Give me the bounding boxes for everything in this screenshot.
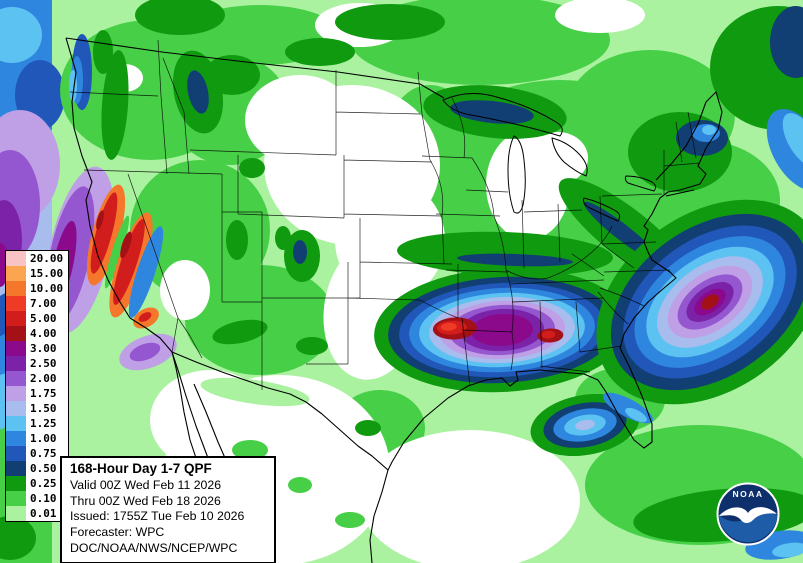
- legend-color-swatch: [6, 476, 26, 491]
- legend-color-swatch: [6, 356, 26, 371]
- legend-value-label: 3.00: [26, 341, 68, 356]
- valid-time: Valid 00Z Wed Feb 11 2026: [70, 478, 222, 492]
- legend-value-label: 15.00: [26, 266, 68, 281]
- legend-color-swatch: [6, 326, 26, 341]
- legend-value-label: 7.00: [26, 296, 68, 311]
- legend-entry: 0.75: [6, 446, 68, 461]
- legend-entry: 20.00: [6, 251, 68, 266]
- legend-color-swatch: [6, 461, 26, 476]
- thru-time: Thru 00Z Wed Feb 18 2026: [70, 493, 221, 508]
- legend-value-label: 0.10: [26, 491, 68, 506]
- legend-color-swatch: [6, 506, 26, 521]
- legend-entry: 1.50: [6, 401, 68, 416]
- legend-color-swatch: [6, 296, 26, 311]
- legend-entry: 1.00: [6, 431, 68, 446]
- noaa-logo-text: NOAA: [732, 489, 763, 499]
- noaa-seagull-icon: [719, 507, 777, 523]
- agency-credit: DOC/NOAA/NWS/NCEP/WPC: [70, 540, 238, 555]
- noaa-logo-sea: [719, 511, 777, 543]
- legend-color-swatch: [6, 371, 26, 386]
- legend-value-label: 0.50: [26, 461, 68, 476]
- legend-entry: 2.50: [6, 356, 68, 371]
- legend-value-label: 5.00: [26, 311, 68, 326]
- legend-value-label: 0.75: [26, 446, 68, 461]
- legend-entry: 7.00: [6, 296, 68, 311]
- qpf-legend: 20.00 15.00 10.00 7.00 5.00 4.00 3.00 2.50 2.00 1…: [5, 250, 69, 522]
- legend-entry: 1.25: [6, 416, 68, 431]
- product-info-box: 168-Hour Day 1-7 QPF Valid 00Z Wed Feb 1…: [60, 456, 276, 563]
- legend-value-label: 1.75: [26, 386, 68, 401]
- legend-color-swatch: [6, 341, 26, 356]
- legend-entry: 0.25: [6, 476, 68, 491]
- legend-value-label: 2.50: [26, 356, 68, 371]
- legend-value-label: 1.25: [26, 416, 68, 431]
- legend-entry: 0.50: [6, 461, 68, 476]
- legend-entry: 15.00: [6, 266, 68, 281]
- legend-color-swatch: [6, 311, 26, 326]
- legend-value-label: 1.50: [26, 401, 68, 416]
- legend-entry: 0.01: [6, 506, 68, 521]
- legend-color-swatch: [6, 386, 26, 401]
- legend-color-swatch: [6, 281, 26, 296]
- legend-entry: 1.75: [6, 386, 68, 401]
- legend-entry: 5.00: [6, 311, 68, 326]
- legend-entry: 4.00: [6, 326, 68, 341]
- legend-color-swatch: [6, 266, 26, 281]
- legend-color-swatch: [6, 491, 26, 506]
- legend-color-swatch: [6, 401, 26, 416]
- legend-value-label: 1.00: [26, 431, 68, 446]
- legend-value-label: 4.00: [26, 326, 68, 341]
- legend-value-label: 0.25: [26, 476, 68, 491]
- issued-time: Issued: 1755Z Tue Feb 10 2026: [70, 509, 245, 524]
- legend-entry: 2.00: [6, 371, 68, 386]
- legend-color-swatch: [6, 416, 26, 431]
- noaa-logo: NOAA: [716, 482, 780, 546]
- product-title: 168-Hour Day 1-7 QPF: [70, 461, 212, 476]
- legend-value-label: 2.00: [26, 371, 68, 386]
- legend-entry: 3.00: [6, 341, 68, 356]
- legend-value-label: 20.00: [26, 251, 68, 266]
- forecaster: Forecaster: WPC: [70, 525, 165, 540]
- legend-value-label: 0.01: [26, 506, 68, 521]
- legend-entry: 10.00: [6, 281, 68, 296]
- great-lakes: [442, 93, 657, 222]
- legend-color-swatch: [6, 446, 26, 461]
- legend-entry: 0.10: [6, 491, 68, 506]
- legend-color-swatch: [6, 251, 26, 266]
- legend-value-label: 10.00: [26, 281, 68, 296]
- legend-color-swatch: [6, 431, 26, 446]
